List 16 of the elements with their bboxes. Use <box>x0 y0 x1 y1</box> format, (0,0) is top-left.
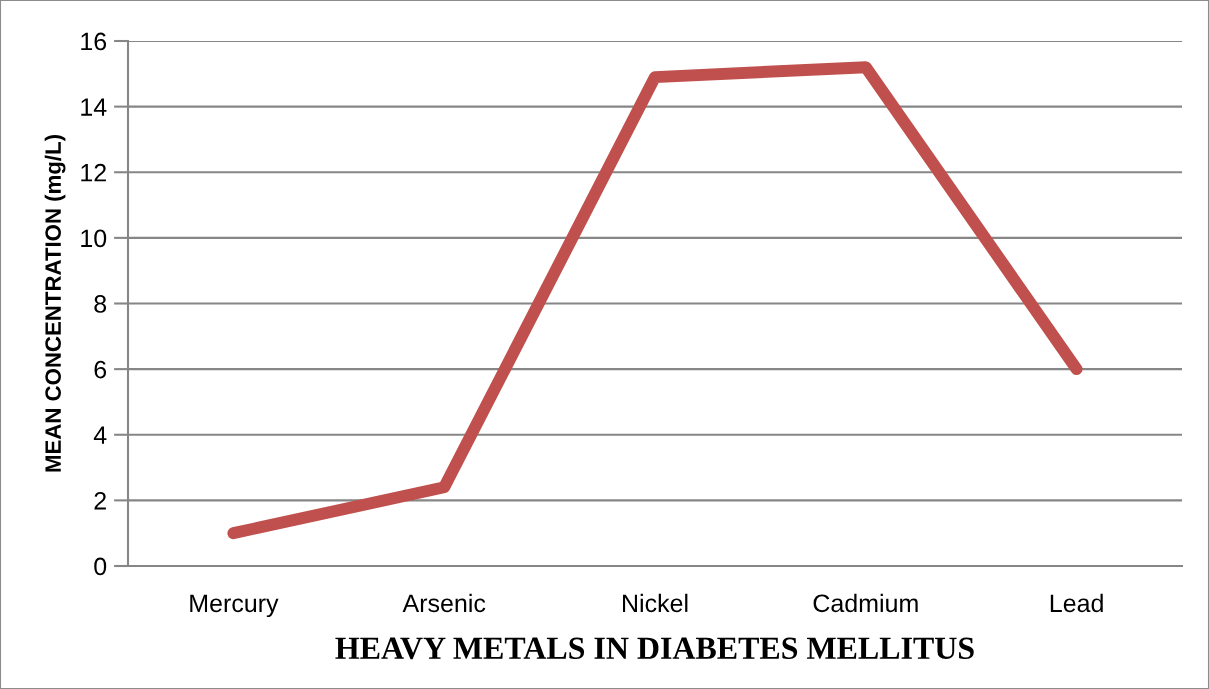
x-tick-label: Arsenic <box>402 593 486 613</box>
y-tick-label: 12 <box>81 163 106 182</box>
x-tick-label: Lead <box>1050 593 1103 613</box>
y-tick-label: 4 <box>93 426 107 444</box>
x-tick-label: Mercury <box>190 594 279 618</box>
x-tick-label: Nickel <box>623 593 688 613</box>
x-axis-title: HEAVY METALS IN DIABETES MELLITUS <box>335 637 974 660</box>
y-tick-label: 16 <box>81 32 107 51</box>
y-tick-label: 8 <box>94 295 107 313</box>
y-axis-title: MEAN CONCENTRATION (mg/L) <box>44 135 66 472</box>
y-tick-label: 2 <box>94 491 106 510</box>
x-tick-label: Cadmium <box>813 593 918 613</box>
y-tick-label: 6 <box>94 360 107 379</box>
y-tick-label: 0 <box>94 557 107 576</box>
y-tick-label: 10 <box>81 229 107 248</box>
y-tick-label: 14 <box>81 98 107 116</box>
